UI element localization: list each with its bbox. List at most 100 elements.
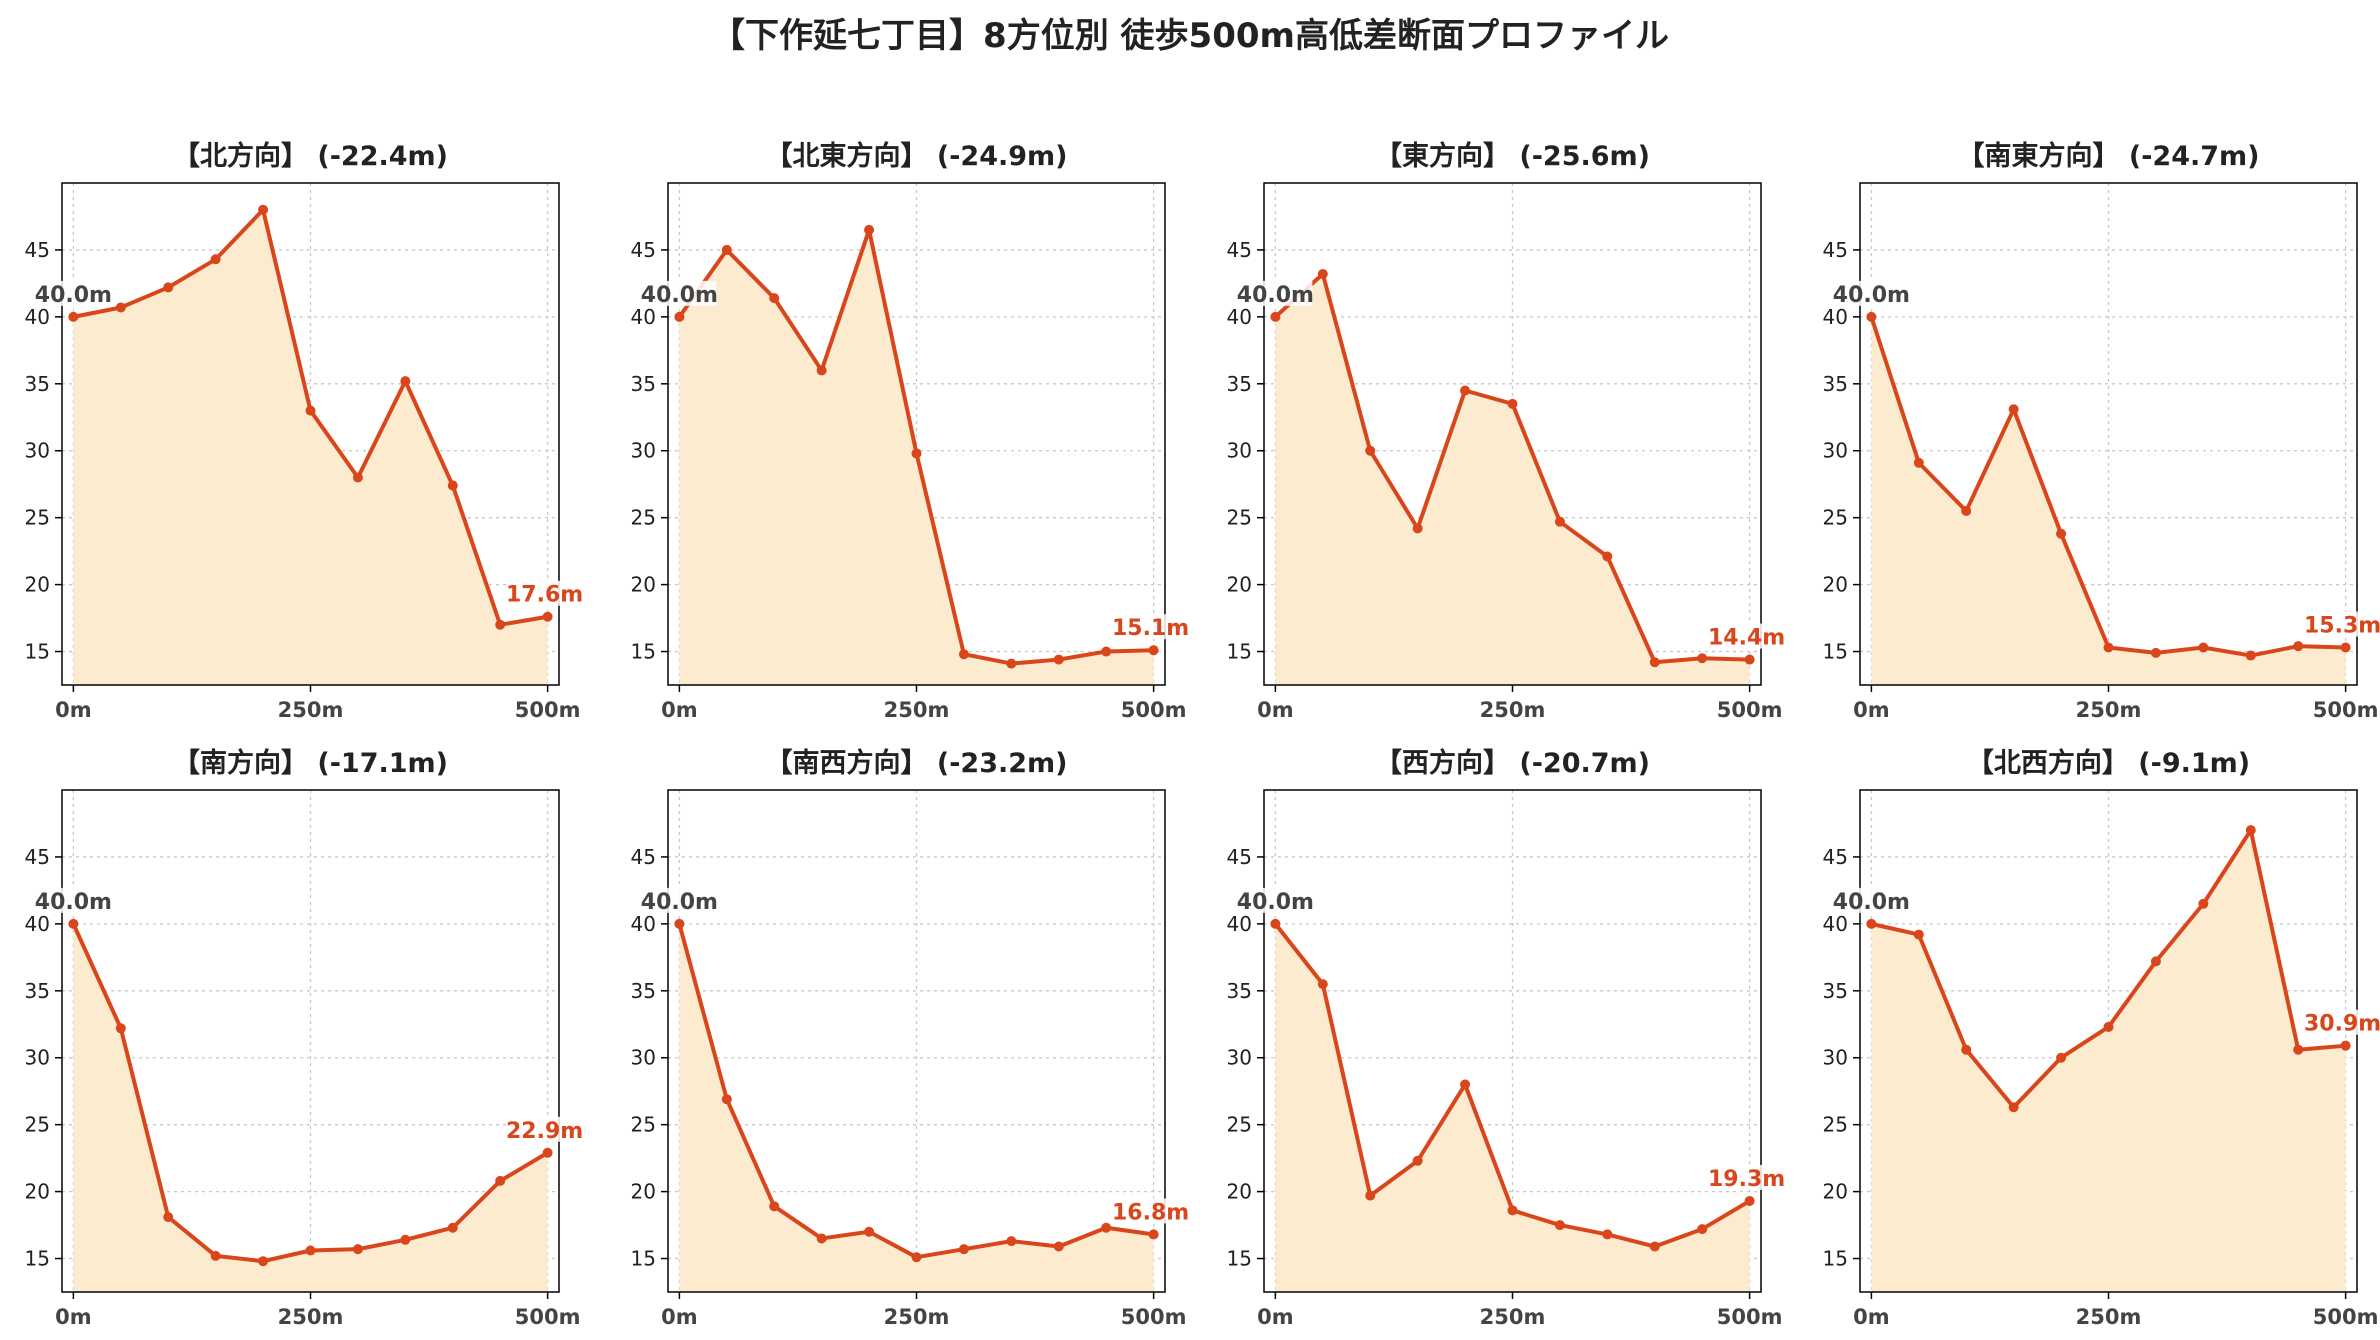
data-point [210,254,221,265]
data-point [1101,1222,1112,1233]
y-tick-label: 30 [1227,1046,1252,1070]
data-point [495,1175,506,1186]
y-tick-label: 40 [631,912,656,936]
start-label-bg [40,887,111,913]
data-point [2056,528,2067,539]
data-point [1602,551,1613,562]
y-tick-label: 45 [25,845,50,869]
data-point [2198,642,2209,653]
data-point [115,302,126,313]
x-tick-label: 500m [1121,698,1187,722]
data-point [1148,645,1159,656]
data-point [352,472,363,483]
y-tick-label: 15 [631,640,656,664]
start-label-bg [1242,280,1313,306]
y-tick-label: 45 [1227,845,1252,869]
data-point [911,1252,922,1263]
y-tick-label: 40 [1227,912,1252,936]
area-fill [73,209,548,686]
data-point [2103,642,2114,653]
chart-title: 【北東方向】 (-24.9m) [765,140,1067,172]
y-tick-label: 20 [1823,1180,1848,1204]
x-tick-label: 0m [1853,698,1890,722]
data-point [1412,523,1423,534]
data-point [1507,398,1518,409]
data-point [2293,641,2304,652]
chart-title: 【西方向】 (-20.7m) [1375,747,1650,779]
data-point [2340,1040,2351,1051]
x-tick-label: 250m [1480,1305,1546,1329]
data-point [1507,1205,1518,1216]
chart-title: 【南方向】 (-17.1m) [173,747,448,779]
data-point [1053,654,1064,665]
data-point [816,1233,827,1244]
data-point [1649,657,1660,668]
y-tick-label: 40 [1823,912,1848,936]
data-point [864,1226,875,1237]
y-tick-label: 35 [25,372,50,396]
y-tick-label: 20 [631,1180,656,1204]
data-point [352,1244,363,1255]
data-point [1006,658,1017,669]
data-point [1961,1044,1972,1055]
end-value-label: 22.9m [506,1119,583,1144]
data-point [2008,1102,2019,1113]
data-point [864,224,875,235]
y-tick-label: 30 [1227,439,1252,463]
end-value-label: 30.9m [2304,1012,2380,1037]
area-fill [1871,830,2346,1292]
start-value-label: 40.0m [641,283,718,308]
y-tick-label: 25 [1823,506,1848,530]
area-fill [679,923,1154,1292]
chart-panel-0: 15 20 25 30 35 40 45 0m 250m 500m 【北方向】 (-22.4m) 40… [25,140,584,722]
data-point [2293,1044,2304,1055]
data-point [1006,1236,1017,1247]
data-point [769,1201,780,1212]
end-value-label: 17.6m [506,583,583,608]
data-point [1148,1229,1159,1240]
y-tick-label: 45 [1823,238,1848,262]
y-tick-label: 40 [631,305,656,329]
start-label-bg [646,887,717,913]
data-point [210,1250,221,1261]
x-tick-label: 250m [884,698,950,722]
data-point [258,1256,269,1267]
end-label-bg [2305,1009,2378,1035]
y-tick-label: 25 [1227,506,1252,530]
y-tick-label: 15 [1823,1247,1848,1271]
data-point [1270,311,1281,322]
data-point [721,244,732,255]
x-tick-label: 0m [55,698,92,722]
x-tick-label: 250m [2076,698,2142,722]
y-tick-label: 15 [1227,640,1252,664]
data-point [674,918,685,929]
area-fill [1871,316,2346,685]
data-point [1866,918,1877,929]
start-value-label: 40.0m [1237,283,1314,308]
x-tick-label: 0m [1257,698,1294,722]
area-fill [1275,923,1750,1292]
y-tick-label: 30 [631,1046,656,1070]
data-point [305,1245,316,1256]
y-tick-label: 40 [25,305,50,329]
end-value-label: 14.4m [1708,626,1785,651]
y-tick-label: 45 [631,238,656,262]
data-point [495,619,506,630]
data-point [1697,653,1708,664]
data-point [958,1244,969,1255]
start-label-bg [1242,887,1313,913]
y-tick-label: 35 [631,979,656,1003]
y-tick-label: 30 [25,1046,50,1070]
data-point [1602,1229,1613,1240]
end-label-bg [1113,1198,1186,1224]
y-tick-label: 35 [1227,372,1252,396]
data-point [1744,1195,1755,1206]
data-point [2056,1052,2067,1063]
chart-panel-6: 15 20 25 30 35 40 45 0m 250m 500m 【西方向】 (-20.7m) 40… [1227,747,1786,1329]
data-point [816,365,827,376]
data-point [1649,1241,1660,1252]
y-tick-label: 40 [1823,305,1848,329]
data-point [2150,956,2161,967]
y-tick-label: 15 [631,1247,656,1271]
data-point [542,1147,553,1158]
